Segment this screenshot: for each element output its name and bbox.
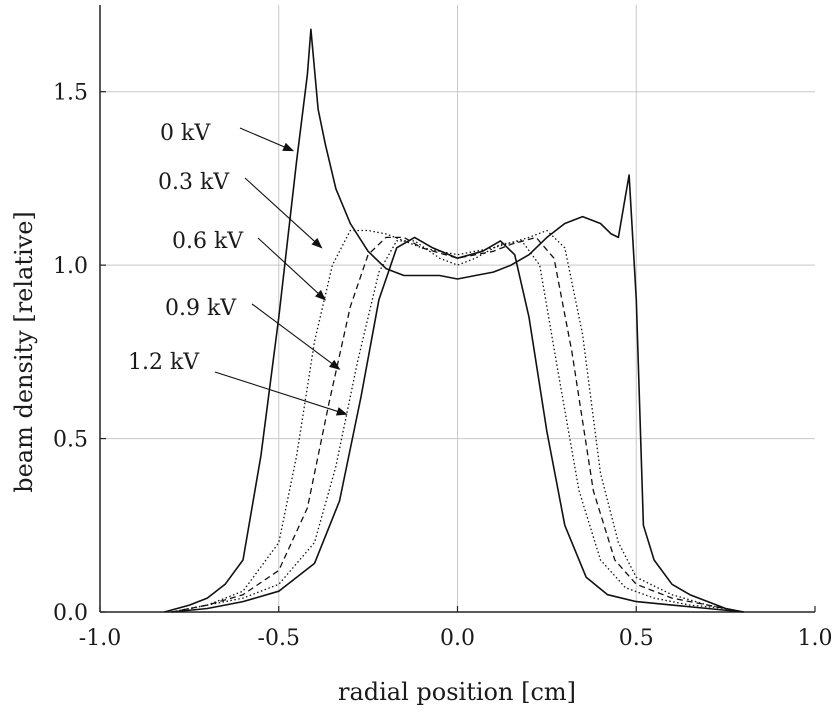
series-lines [164, 28, 744, 613]
y-tick-label: 0.5 [53, 428, 88, 453]
annotation-arrow [214, 371, 348, 416]
x-tick-label: 0.0 [440, 626, 475, 651]
x-tick-label: 0.5 [619, 626, 654, 651]
x-tick-label: -0.5 [258, 626, 300, 651]
annotation-arrow [239, 127, 295, 152]
y-tick-label: 0.0 [53, 601, 88, 626]
annotation-label: 0.9 kV [165, 296, 237, 321]
x-axis-title: radial position [cm] [338, 678, 576, 706]
series-line-1_2-kV [171, 236, 744, 613]
series-line-0_9-kV [171, 240, 744, 613]
y-tick-label: 1.0 [53, 254, 88, 279]
series-line-0_6-kV [171, 236, 744, 613]
annotation-arrow [257, 237, 327, 301]
axes: -1.0 -0.5 0.0 0.5 1.0 0.0 0.5 1.0 1.5 [53, 5, 833, 651]
series-line-0-kV [164, 28, 744, 613]
annotation-label: 1.2 kV [128, 350, 200, 375]
annotation-arrow [251, 303, 341, 370]
annotation-label: 0 kV [160, 121, 211, 146]
x-tick-label: 1.0 [798, 626, 833, 651]
annotation-label: 0.3 kV [158, 170, 230, 195]
y-axis-title: beam density [relative] [10, 211, 38, 493]
annotation-arrow [244, 177, 323, 249]
x-tick-label: -1.0 [79, 626, 121, 651]
y-tick-label: 1.5 [53, 81, 88, 106]
annotation-label: 0.6 kV [172, 229, 244, 254]
annotations: 0 kV 0.3 kV 0.6 kV 0.9 kV 1.2 kV [128, 121, 348, 416]
